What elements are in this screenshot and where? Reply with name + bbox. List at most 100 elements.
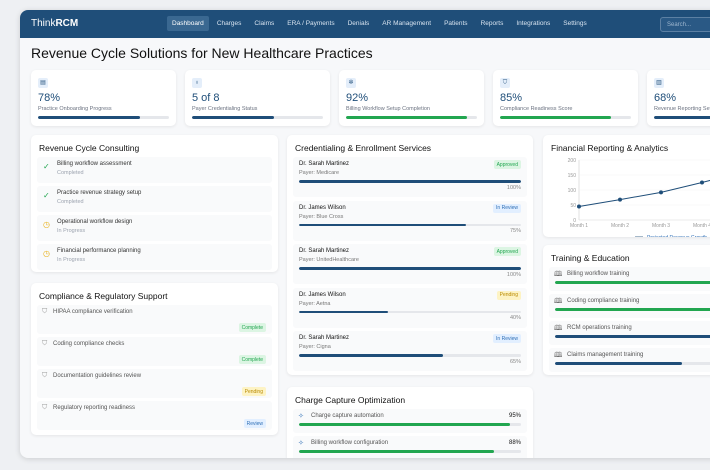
status-badge: Review	[243, 419, 266, 428]
financial-card: Financial Reporting & Analytics 0 50 100 15…	[543, 135, 710, 237]
credentialing-item[interactable]: Dr. Sarah Martinez Payer: Medicare Appro…	[293, 157, 527, 197]
consulting-item[interactable]: ✓ Billing workflow assessment Completed	[37, 157, 272, 183]
credentialing-item[interactable]: Dr. James Wilson Payer: Blue Cross In Re…	[293, 200, 527, 241]
credentialing-item[interactable]: Dr. Sarah Martinez Payer: UnitedHealthca…	[293, 244, 527, 284]
item-label: Charge capture automation	[311, 413, 384, 419]
item-status: In Progress	[57, 228, 86, 234]
item-status: Completed	[57, 170, 84, 176]
nav-menu: Dashboard Charges Claims ERA / Payments Deni…	[167, 16, 592, 31]
data-point[interactable]	[618, 197, 622, 202]
consulting-item[interactable]: ◷ Operational workflow design In Progres…	[37, 215, 272, 241]
nav-settings[interactable]: Settings	[563, 20, 587, 27]
card-title: Compliance & Regulatory Support	[39, 291, 168, 301]
kpi-card: ⛉ 85% Compliance Readiness Score	[493, 70, 638, 126]
nav-integrations[interactable]: Integrations	[516, 20, 551, 27]
legend-label: Projected Revenue Growth	[647, 235, 707, 237]
item-label: RCM operations training	[567, 325, 632, 331]
progress-percent: 100%	[506, 271, 521, 278]
search-input[interactable]: Search...	[660, 17, 710, 32]
credentialing-item[interactable]: Dr. James Wilson Payer: Aetna Pending 40…	[293, 287, 527, 328]
app-window: ThinkRCM Dashboard Charges Claims ERA / Pay…	[20, 10, 710, 458]
item-label: Financial performance planning	[57, 248, 141, 254]
kpi-value: 5 of 8	[192, 92, 220, 104]
training-item[interactable]: 🕮 RCM operations training	[549, 321, 710, 345]
card-title: Training & Education	[551, 253, 630, 263]
compliance-item[interactable]: ⛉ Regulatory reporting readiness Review	[37, 401, 272, 430]
page-title: Revenue Cycle Solutions for New Healthca…	[31, 45, 373, 61]
kpi-card: ▥ 68% Revenue Reporting Setup	[647, 70, 710, 126]
kpi-label: Payer Credentialing Status	[192, 106, 258, 112]
item-label: Billing workflow training	[567, 271, 630, 277]
data-point[interactable]	[700, 180, 704, 185]
payer-name: Payer: Medicare	[299, 170, 340, 176]
gear-icon: ✲	[346, 78, 356, 88]
charge-item[interactable]: ✧ Charge capture automation 95%	[293, 409, 527, 433]
shield-icon: ⛉	[42, 372, 48, 379]
compliance-item[interactable]: ⛉ Documentation guidelines review Pendin…	[37, 369, 272, 398]
provider-name: Dr. James Wilson	[299, 204, 346, 211]
nav-patients[interactable]: Patients	[444, 20, 468, 27]
progress-bar	[299, 354, 521, 357]
kpi-value: 92%	[346, 92, 369, 104]
nav-era-payments[interactable]: ERA / Payments	[287, 20, 335, 27]
y-tick-label: 0	[573, 218, 576, 224]
shield-icon: ⛉	[42, 308, 48, 315]
progress-percent: 100%	[506, 184, 521, 191]
consulting-item[interactable]: ◷ Financial performance planning In Prog…	[37, 244, 272, 270]
logo-bold: RCM	[55, 18, 79, 29]
payer-name: Payer: Aetna	[299, 300, 331, 307]
progress-bar	[555, 281, 710, 284]
y-tick-label: 50	[570, 203, 576, 209]
training-item[interactable]: 🕮 Coding compliance training	[549, 294, 710, 318]
logo[interactable]: ThinkRCM	[31, 18, 78, 29]
y-tick-label: 200	[568, 158, 577, 164]
kpi-card: ♁ 5 of 8 Payer Credentialing Status	[185, 70, 330, 126]
kpi-card: ✲ 92% Billing Workflow Setup Completion	[339, 70, 484, 126]
item-label: Coding compliance checks	[53, 341, 125, 347]
charge-item[interactable]: ✧ Billing workflow configuration 88%	[293, 436, 527, 458]
consulting-item[interactable]: ✓ Practice revenue strategy setup Comple…	[37, 186, 272, 212]
progress-bar	[299, 267, 521, 270]
x-tick-label: Month 1	[570, 223, 588, 229]
data-point[interactable]	[659, 190, 663, 195]
kpi-progress-bar	[654, 116, 710, 119]
status-badge: Pending	[241, 387, 266, 396]
status-badge: Complete	[238, 355, 266, 364]
training-card: Training & Education 🕮 Billing workflow …	[543, 245, 710, 375]
compliance-item[interactable]: ⛉ Coding compliance checks Complete	[37, 337, 272, 366]
card-title: Revenue Cycle Consulting	[39, 143, 140, 153]
kpi-progress-bar	[346, 116, 477, 119]
item-status: In Progress	[57, 257, 86, 263]
check-circle-icon: ✓	[43, 162, 50, 171]
training-item[interactable]: 🕮 Claims management training	[549, 348, 710, 372]
progress-bar	[299, 180, 521, 183]
shield-icon: ⛉	[42, 340, 48, 347]
compliance-item[interactable]: ⛉ HIPAA compliance verification Complete	[37, 305, 272, 334]
nav-denials[interactable]: Denials	[347, 20, 370, 27]
training-item[interactable]: 🕮 Billing workflow training	[549, 267, 710, 291]
nav-charges[interactable]: Charges	[216, 20, 242, 27]
nav-claims[interactable]: Claims	[254, 20, 275, 27]
chart-icon: ▥	[654, 78, 664, 88]
progress-bar	[299, 310, 521, 313]
payer-name: Payer: UnitedHealthcare	[299, 257, 359, 263]
kpi-label: Practice Onboarding Progress	[38, 106, 112, 112]
progress-percent: 65%	[509, 358, 521, 365]
item-label: Billing workflow assessment	[57, 161, 132, 167]
provider-name: Dr. Sarah Martinez	[299, 161, 350, 167]
compliance-card: Compliance & Regulatory Support ⛉ HIPAA …	[31, 283, 278, 435]
nav-dashboard[interactable]: Dashboard	[167, 16, 209, 31]
progress-bar	[555, 308, 710, 311]
status-badge: Complete	[238, 323, 266, 332]
kpi-label: Compliance Readiness Score	[500, 106, 573, 112]
item-status: Completed	[57, 199, 84, 205]
data-point[interactable]	[577, 204, 581, 209]
status-badge: In Review	[493, 334, 521, 343]
nav-reports[interactable]: Reports	[480, 20, 504, 27]
nav-ar-management[interactable]: AR Management	[382, 20, 432, 27]
card-title: Credentialing & Enrollment Services	[295, 143, 432, 153]
series-line	[578, 179, 710, 207]
progress-percent: 75%	[509, 228, 521, 234]
credentialing-item[interactable]: Dr. Sarah Martinez Payer: Cigna In Revie…	[293, 331, 527, 371]
progress-bar	[299, 223, 521, 226]
